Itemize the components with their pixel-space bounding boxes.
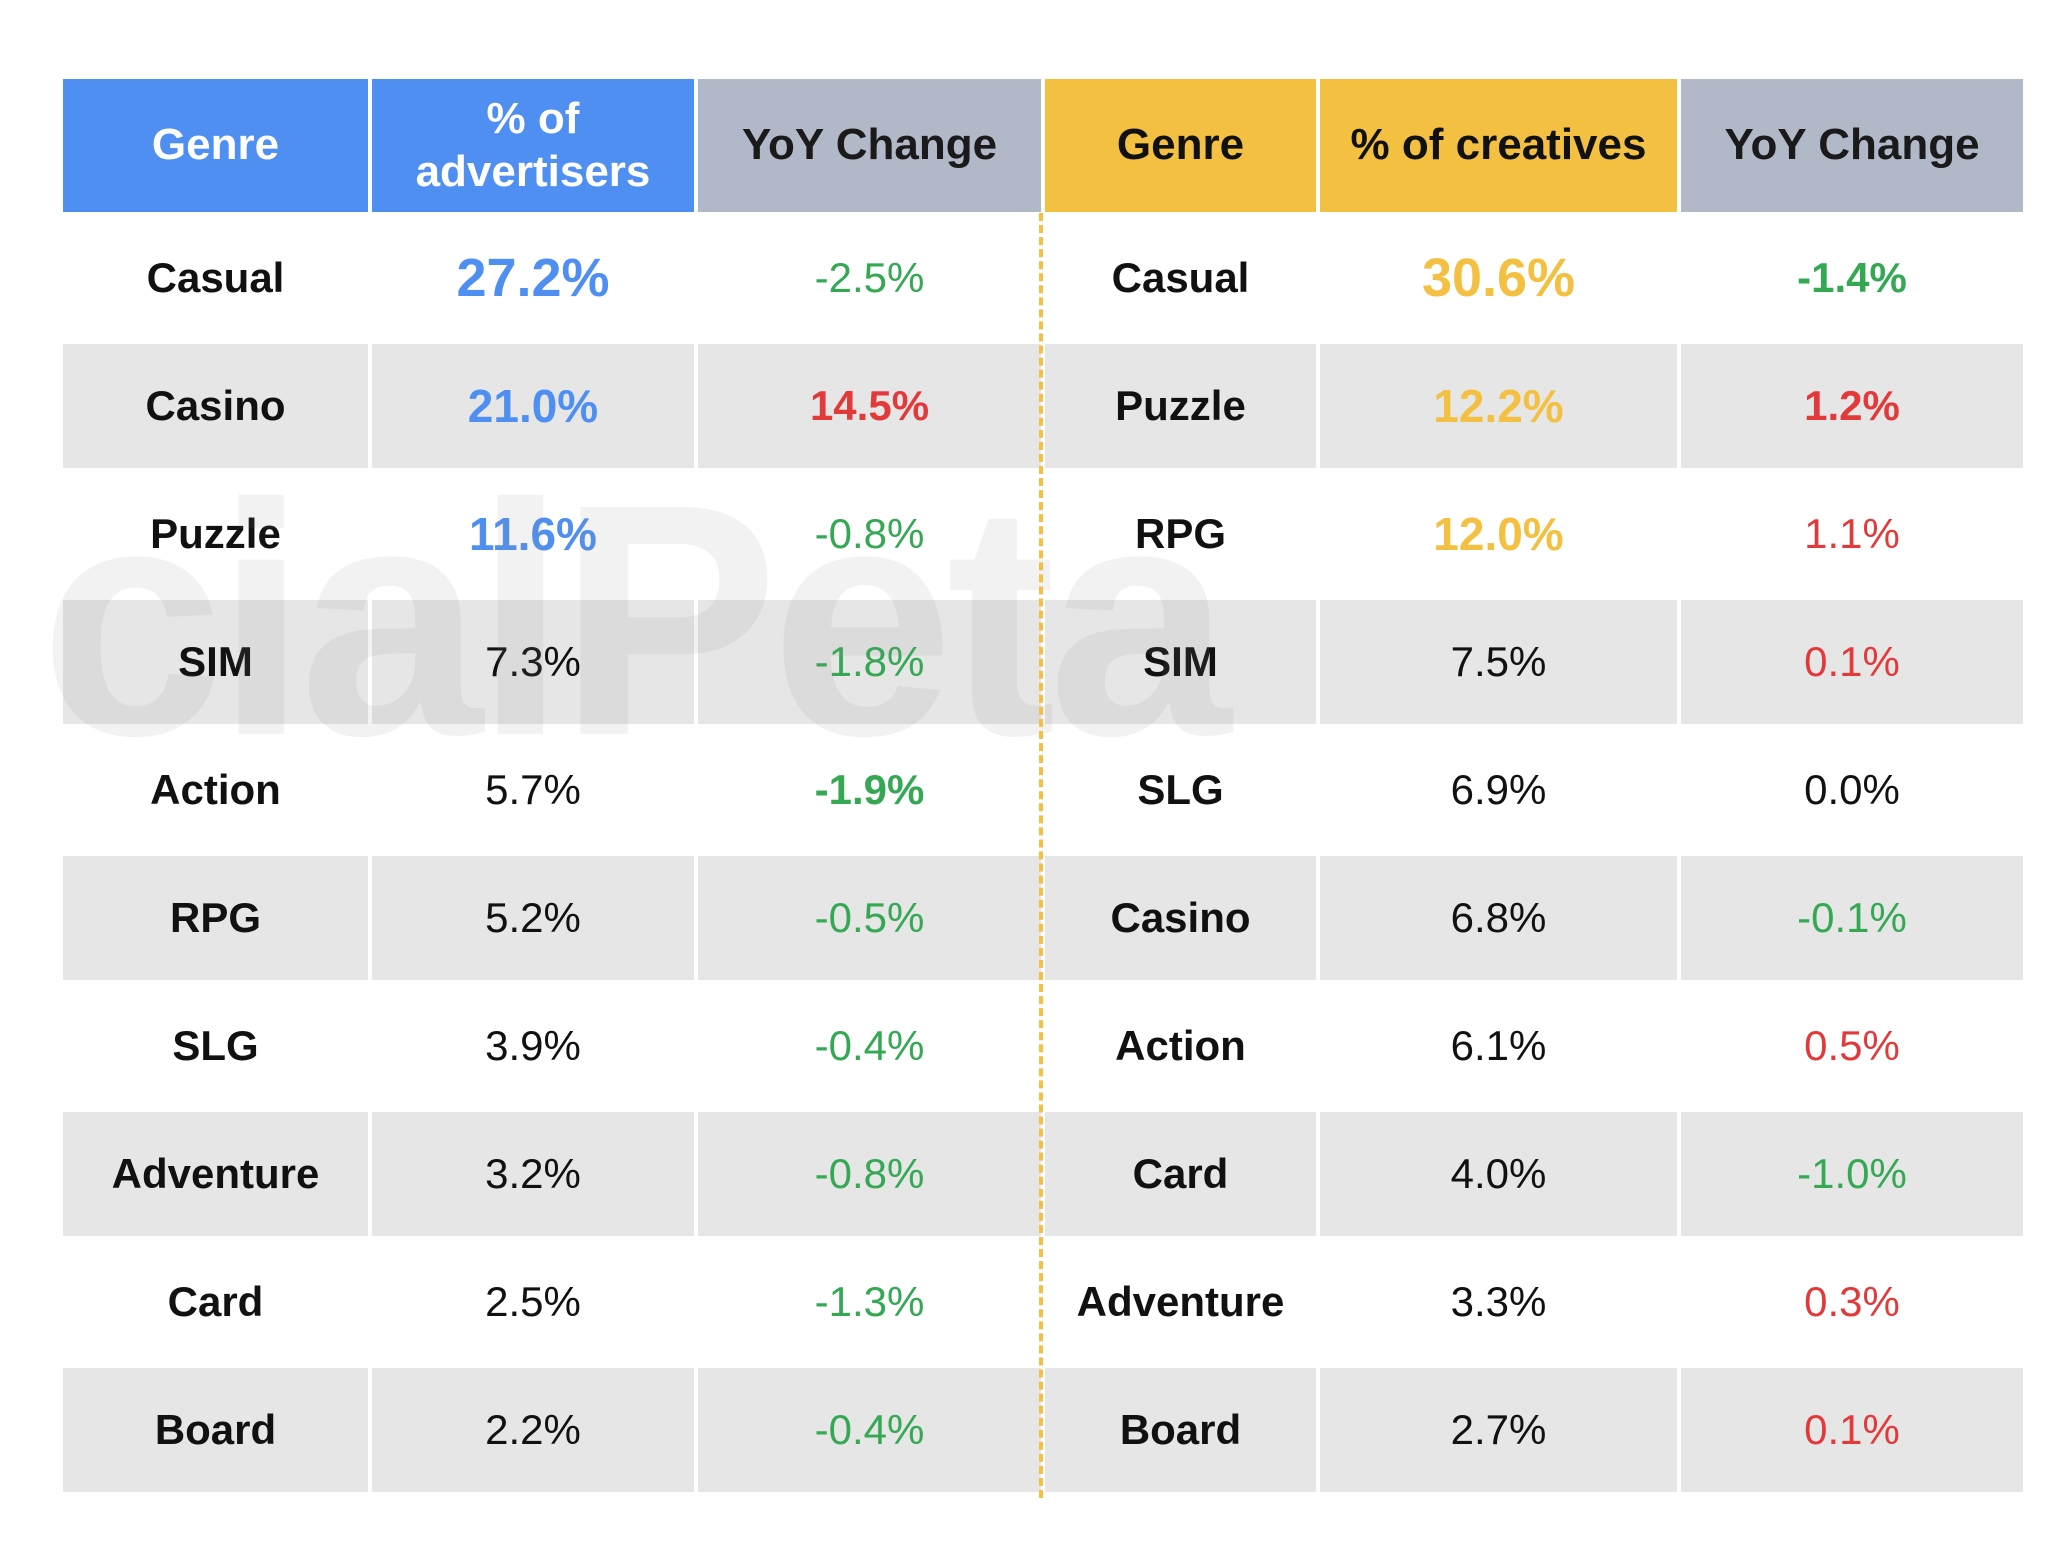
yoy-cell: 1.2% <box>1681 344 2023 468</box>
genre-cell: SIM <box>63 600 368 724</box>
header-yoy-creatives: YoY Change <box>1681 79 2023 212</box>
genre-cell: SIM <box>1045 600 1316 724</box>
yoy-cell: 14.5% <box>698 344 1041 468</box>
yoy-cell: -0.4% <box>814 1022 925 1069</box>
share-cell: 7.3% <box>372 600 694 724</box>
genre-cell: SLG <box>1137 766 1224 813</box>
share-cell: 3.9% <box>485 1022 581 1069</box>
yoy-cell: 0.3% <box>1804 1278 1900 1325</box>
genre-cell: Casual <box>146 254 285 301</box>
yoy-cell: -1.4% <box>1797 254 1907 301</box>
genre-cell: Adventure <box>63 1112 368 1236</box>
yoy-cell: 0.0% <box>1804 766 1900 813</box>
share-cell: 27.2% <box>456 248 610 308</box>
yoy-cell: 0.5% <box>1804 1022 1900 1069</box>
share-cell: 6.1% <box>1450 1022 1547 1069</box>
genre-cell: Casino <box>1045 856 1316 980</box>
header-yoy-advertisers: YoY Change <box>698 79 1041 212</box>
share-cell: 7.5% <box>1320 600 1677 724</box>
genre-cell: Action <box>150 766 281 813</box>
yoy-cell: -2.5% <box>814 254 925 301</box>
share-cell: 11.6% <box>469 508 597 560</box>
share-cell: 4.0% <box>1320 1112 1677 1236</box>
yoy-cell: -0.4% <box>698 1368 1041 1492</box>
genre-cell: RPG <box>1134 510 1226 557</box>
share-cell: 30.6% <box>1421 248 1576 308</box>
share-cell: 12.0% <box>1433 508 1564 560</box>
yoy-cell: -1.0% <box>1681 1112 2023 1236</box>
share-cell: 2.5% <box>485 1278 581 1325</box>
yoy-cell: 1.1% <box>1804 510 1900 557</box>
share-cell: 5.2% <box>372 856 694 980</box>
share-cell: 2.7% <box>1320 1368 1677 1492</box>
genre-cell: RPG <box>63 856 368 980</box>
genre-cell: Card <box>1045 1112 1316 1236</box>
table-divider <box>1039 213 1043 1498</box>
header-percent-advertisers: % of advertisers <box>372 79 694 212</box>
genre-cell: SLG <box>172 1022 259 1069</box>
genre-cell: Adventure <box>1076 1278 1285 1325</box>
yoy-cell: -1.8% <box>698 600 1041 724</box>
yoy-cell: -0.8% <box>814 510 925 557</box>
genre-cell: Action <box>1115 1022 1246 1069</box>
yoy-cell: 0.1% <box>1681 1368 2023 1492</box>
genre-cell: Casino <box>63 344 368 468</box>
genre-cell: Puzzle <box>150 510 281 557</box>
yoy-cell: -0.1% <box>1681 856 2023 980</box>
header-genre-advertisers: Genre <box>63 79 368 212</box>
yoy-cell: -1.3% <box>814 1278 925 1325</box>
share-cell: 6.8% <box>1320 856 1677 980</box>
share-cell: 12.2% <box>1320 344 1677 468</box>
share-cell: 3.3% <box>1450 1278 1547 1325</box>
share-cell: 21.0% <box>372 344 694 468</box>
genre-cell: Puzzle <box>1045 344 1316 468</box>
share-cell: 3.2% <box>372 1112 694 1236</box>
genre-cell: Board <box>1045 1368 1316 1492</box>
header-genre-creatives: Genre <box>1045 79 1316 212</box>
genre-cell: Board <box>63 1368 368 1492</box>
genre-cell: Casual <box>1111 254 1250 301</box>
genre-share-table: Genre% of advertisers YoY Change Genre% of… <box>63 79 2023 1492</box>
share-cell: 5.7% <box>485 766 581 813</box>
header-percent-creatives: % of creatives <box>1320 79 1677 212</box>
yoy-cell: -0.8% <box>698 1112 1041 1236</box>
yoy-cell: -0.5% <box>698 856 1041 980</box>
genre-cell: Card <box>167 1278 264 1325</box>
share-cell: 6.9% <box>1450 766 1547 813</box>
yoy-cell: -1.9% <box>814 766 925 813</box>
share-cell: 2.2% <box>372 1368 694 1492</box>
yoy-cell: 0.1% <box>1681 600 2023 724</box>
